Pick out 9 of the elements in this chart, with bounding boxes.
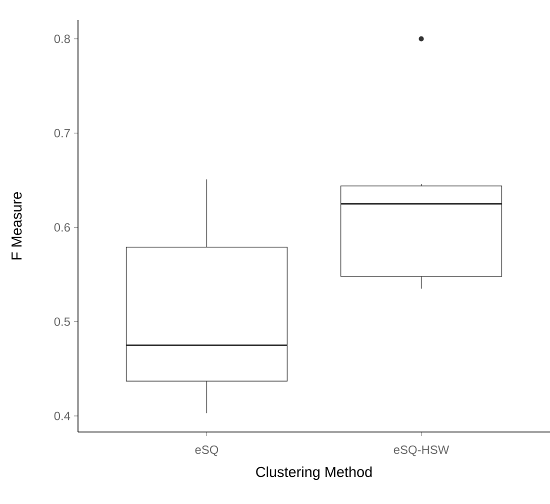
x-tick-label: eSQ-HSW (394, 446, 450, 456)
y-tick-label: 0.4 (54, 412, 70, 420)
y-tick-label: 0.7 (54, 128, 70, 138)
x-tick-label: eSQ (195, 446, 218, 456)
y-axis-title: F Measure (12, 192, 22, 260)
y-tick-label: 0.6 (54, 223, 70, 232)
y-tick-label: 0.5 (54, 317, 70, 326)
x-axis-title: Clustering Method (256, 466, 372, 480)
y-tick-label: 0.8 (54, 34, 70, 44)
